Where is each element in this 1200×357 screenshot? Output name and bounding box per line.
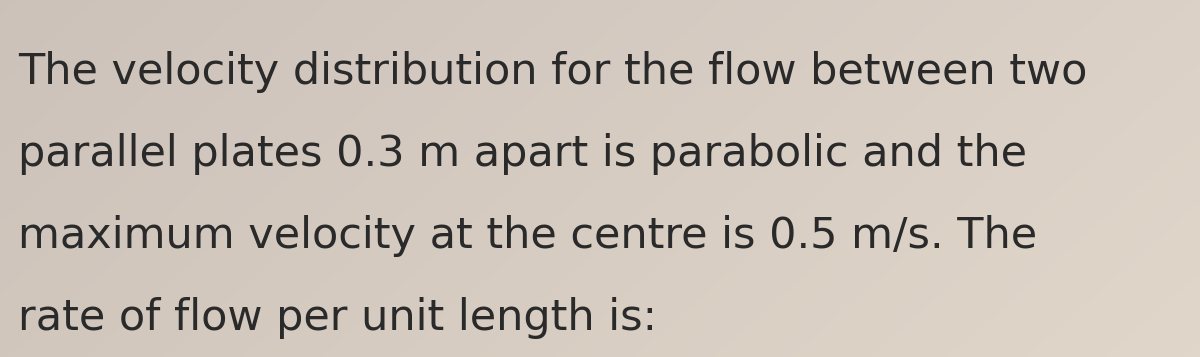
Text: The velocity distribution for the flow between two: The velocity distribution for the flow b… xyxy=(18,51,1087,93)
Text: rate of flow per unit length is:: rate of flow per unit length is: xyxy=(18,297,658,339)
Text: parallel plates 0.3 m apart is parabolic and the: parallel plates 0.3 m apart is parabolic… xyxy=(18,133,1027,175)
Text: maximum velocity at the centre is 0.5 m/s. The: maximum velocity at the centre is 0.5 m/… xyxy=(18,215,1037,257)
